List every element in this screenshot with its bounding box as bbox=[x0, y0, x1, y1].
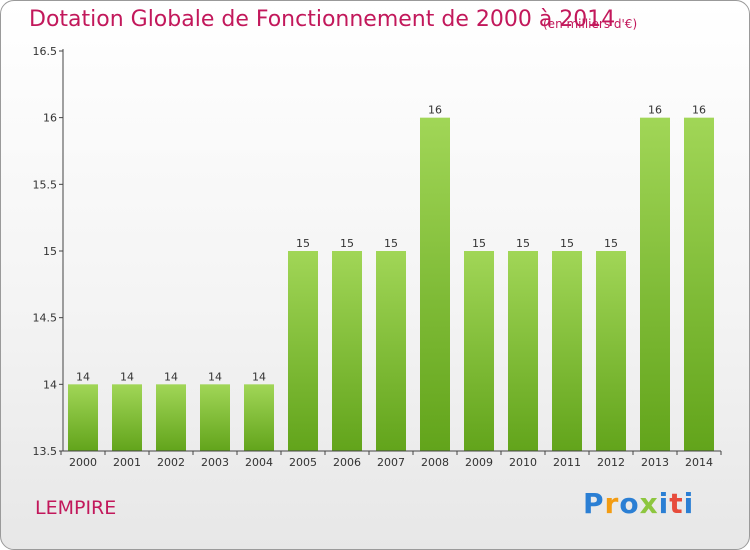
bar bbox=[112, 384, 142, 451]
logo-letter: t bbox=[669, 487, 684, 520]
commune-name: LEMPIRE bbox=[35, 497, 117, 519]
x-tick-label: 2008 bbox=[421, 456, 449, 469]
axes-group: 2000 2001 2002 2003 2004 2005 2006 2007 2008 2009… bbox=[33, 45, 722, 469]
x-tick-label: 2013 bbox=[641, 456, 669, 469]
logo-letter: o bbox=[619, 487, 640, 520]
x-tick-label: 2014 bbox=[685, 456, 713, 469]
logo-letter: x bbox=[639, 487, 659, 520]
data-label: 15 bbox=[384, 237, 398, 250]
x-tick-label: 2006 bbox=[333, 456, 361, 469]
data-label: 16 bbox=[648, 104, 662, 117]
proxiti-logo: Proxiti bbox=[583, 487, 694, 520]
x-tick-label: 2009 bbox=[465, 456, 493, 469]
bar bbox=[420, 117, 450, 452]
bar bbox=[200, 384, 230, 451]
data-label: 15 bbox=[560, 237, 574, 250]
logo-letter: i bbox=[683, 487, 695, 520]
logo-letter: i bbox=[658, 487, 670, 520]
bar bbox=[684, 117, 714, 452]
data-label: 15 bbox=[340, 237, 354, 250]
y-tick-label: 13.5 bbox=[33, 445, 58, 458]
bar bbox=[332, 251, 362, 451]
data-label: 14 bbox=[164, 370, 178, 383]
x-tick-label: 2005 bbox=[289, 456, 317, 469]
bar bbox=[508, 251, 538, 451]
x-tick-label: 2004 bbox=[245, 456, 273, 469]
bar bbox=[640, 117, 670, 452]
y-tick-label: 14.5 bbox=[33, 312, 58, 325]
y-tick-label: 15 bbox=[43, 245, 57, 258]
y-tick-label: 16 bbox=[43, 112, 57, 125]
data-label: 15 bbox=[296, 237, 310, 250]
data-label: 14 bbox=[76, 370, 90, 383]
data-label: 14 bbox=[252, 370, 266, 383]
bar bbox=[288, 251, 318, 451]
bar bbox=[552, 251, 582, 451]
chart-subtitle: (en milliers d'€) bbox=[543, 17, 638, 31]
logo-letter: P bbox=[583, 487, 605, 520]
data-label: 16 bbox=[692, 104, 706, 117]
y-tick-label: 16.5 bbox=[33, 45, 58, 58]
data-label: 16 bbox=[428, 104, 442, 117]
x-tick-label: 2001 bbox=[113, 456, 141, 469]
data-label: 14 bbox=[208, 370, 222, 383]
bar bbox=[244, 384, 274, 451]
x-tick-label: 2002 bbox=[157, 456, 185, 469]
data-label: 15 bbox=[516, 237, 530, 250]
bar bbox=[156, 384, 186, 451]
data-label: 14 bbox=[120, 370, 134, 383]
data-label: 15 bbox=[472, 237, 486, 250]
x-tick-label: 2003 bbox=[201, 456, 229, 469]
bars-group: 14 14 14 14 14 15 15 15 16 15 15 15 15 16 16 bbox=[68, 104, 714, 452]
x-tick-label: 2012 bbox=[597, 456, 625, 469]
bar bbox=[596, 251, 626, 451]
data-label: 15 bbox=[604, 237, 618, 250]
x-tick-label: 2011 bbox=[553, 456, 581, 469]
bar bbox=[68, 384, 98, 451]
bar bbox=[376, 251, 406, 451]
y-tick-label: 15.5 bbox=[33, 178, 58, 191]
x-tick-label: 2007 bbox=[377, 456, 405, 469]
x-tick-label: 2000 bbox=[69, 456, 97, 469]
logo-letter: r bbox=[604, 487, 620, 520]
y-tick-label: 14 bbox=[43, 378, 57, 391]
x-tick-label: 2010 bbox=[509, 456, 537, 469]
chart-title: Dotation Globale de Fonctionnement de 20… bbox=[29, 7, 616, 32]
bar bbox=[464, 251, 494, 451]
